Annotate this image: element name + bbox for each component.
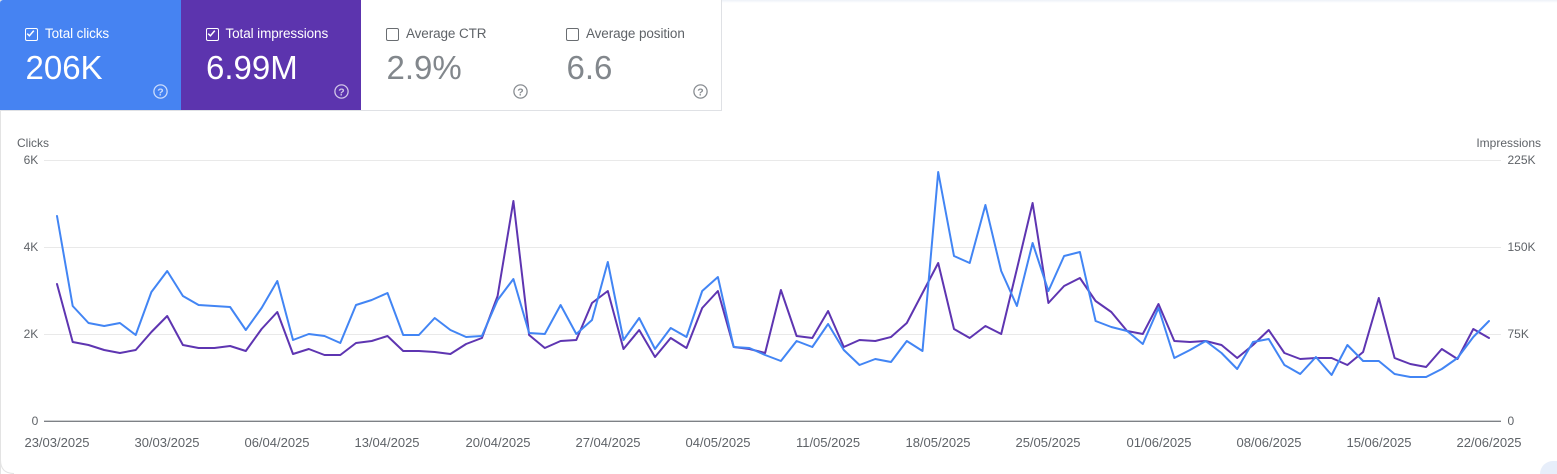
svg-text:?: ? [157,86,163,98]
svg-text:?: ? [338,86,344,98]
svg-text:?: ? [517,86,523,98]
svg-text:?: ? [697,86,703,98]
